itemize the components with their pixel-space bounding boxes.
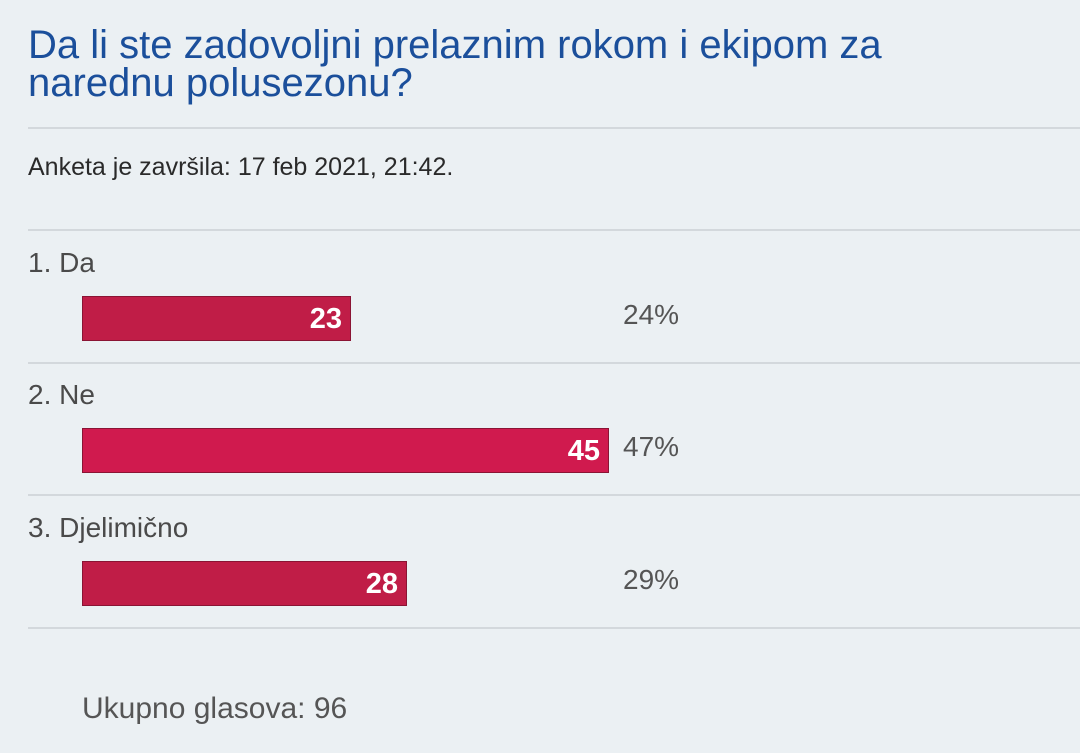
total-votes: Ukupno glasova: 96	[82, 692, 347, 726]
option-number: 1.	[28, 247, 52, 278]
option-text: Ne	[59, 379, 95, 410]
result-bar: 23	[82, 296, 351, 341]
option-number: 2.	[28, 379, 52, 410]
option-divider	[28, 494, 1080, 496]
option-divider	[28, 362, 1080, 364]
option-label: 2. Ne	[28, 379, 95, 411]
result-bar: 28	[82, 561, 407, 606]
option-text: Da	[59, 247, 95, 278]
title-divider	[28, 127, 1080, 129]
poll-option: 2. Ne 45 47%	[28, 363, 1080, 495]
total-votes-label: Ukupno glasova:	[82, 692, 306, 725]
result-bar-track: 28	[82, 561, 1080, 606]
vote-percent: 24%	[623, 299, 680, 330]
option-label: 3. Djelimično	[28, 512, 188, 544]
poll-option: 3. Djelimično 28 29%	[28, 496, 1080, 628]
poll-title: Da li ste zadovoljni prelaznim rokom i e…	[28, 23, 882, 105]
poll-option: 1. Da 23 24%	[28, 231, 1080, 363]
vote-percent: 29%	[623, 564, 680, 595]
vote-count: 45	[567, 435, 600, 467]
vote-percent: 47%	[623, 431, 680, 462]
options-bottom-divider	[28, 627, 1080, 629]
option-label: 1. Da	[28, 247, 95, 279]
poll-ended-date: 17 feb 2021, 21:42.	[237, 153, 454, 181]
result-bar-track: 45	[82, 428, 1080, 473]
result-bar-track: 23	[82, 296, 1080, 341]
poll-ended-label: Anketa je završila:	[28, 153, 231, 181]
result-bar: 45	[82, 428, 609, 473]
vote-count: 28	[365, 568, 398, 600]
vote-count: 23	[309, 303, 342, 335]
poll-ended-info: Anketa je završila: 17 feb 2021, 21:42.	[28, 153, 453, 182]
option-text: Djelimično	[59, 512, 189, 543]
option-number: 3.	[28, 512, 52, 543]
options-top-divider	[28, 229, 1080, 231]
poll-widget: Da li ste zadovoljni prelaznim rokom i e…	[28, 0, 1080, 753]
total-votes-value: 96	[313, 692, 348, 725]
